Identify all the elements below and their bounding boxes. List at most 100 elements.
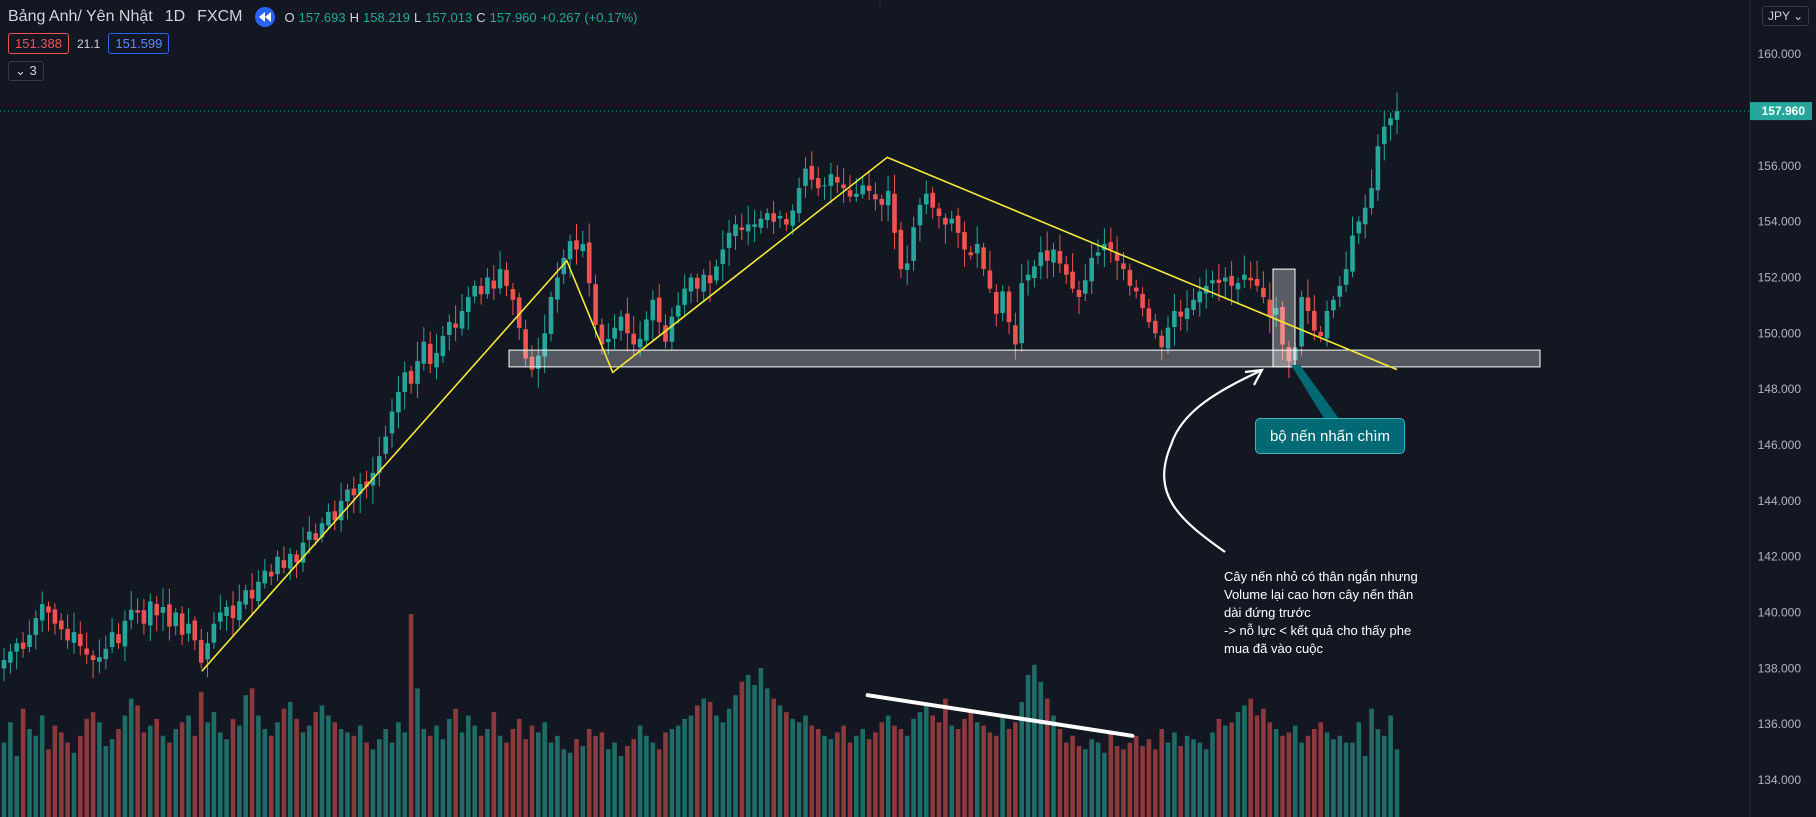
candle-body (338, 500, 344, 521)
candle-body (593, 284, 598, 325)
candle-body (205, 643, 210, 660)
candle-body (1273, 308, 1279, 315)
candle-body (97, 657, 102, 662)
volume-bar (402, 732, 407, 817)
price-axis[interactable]: 134.000 136.000 138.000 140.000 142.000 144.0… (1749, 0, 1812, 817)
candle-body (122, 620, 128, 647)
volume-bar (637, 725, 643, 817)
currency-button[interactable]: JPY ⌄ (1762, 6, 1810, 26)
candle-body (294, 554, 299, 563)
indicators-toggle[interactable]: ⌄ 3 (8, 61, 44, 81)
candle-body (224, 607, 229, 616)
symbol-name[interactable]: Bảng Anh/ Yên Nhật (8, 8, 153, 25)
volume-bar (237, 725, 242, 817)
candle-body (485, 277, 490, 295)
candle-body (186, 623, 191, 634)
volume-bar (1388, 715, 1393, 817)
volume-bar (822, 735, 827, 817)
volume-trendline (865, 693, 1135, 738)
candle-body (275, 556, 280, 575)
volume-bar (924, 705, 929, 817)
volume-bar (1102, 752, 1107, 817)
candle-body (1070, 271, 1075, 289)
low-value: 157.013 (425, 9, 473, 25)
volume-bar (1254, 715, 1260, 817)
volume-bar (1133, 735, 1139, 817)
y-tick-label: 160.000 (1758, 47, 1802, 61)
volume-bar (1095, 742, 1101, 817)
candle-body (1025, 274, 1031, 281)
candle-body (796, 188, 802, 214)
volume-bar (879, 722, 885, 817)
volume-bar (1178, 746, 1183, 817)
candle-body (1369, 188, 1374, 209)
candle-body (885, 190, 891, 206)
volume-bar (243, 695, 248, 817)
volume-bar (421, 729, 427, 817)
volume-bar (809, 725, 815, 817)
volume-bar (59, 732, 64, 817)
volume-bar (739, 681, 745, 817)
volume-bar (1299, 742, 1304, 817)
candle-body (1223, 277, 1228, 282)
volume-bar (892, 725, 897, 817)
arrow-curve (1163, 369, 1263, 553)
volume-bar (224, 739, 229, 817)
candle-body (364, 481, 369, 487)
high-label: H (349, 9, 360, 25)
candle-body (27, 634, 32, 647)
candle-body (78, 634, 83, 647)
volume-bar (860, 729, 865, 817)
volume-bar (218, 732, 223, 817)
volume-bar (898, 729, 904, 817)
candle-body (574, 240, 579, 250)
candle-body (1178, 311, 1183, 317)
buy-button[interactable]: 151.599 (108, 33, 170, 54)
volume-bar (1394, 749, 1400, 817)
volume-bar (752, 685, 757, 817)
volume-bar (415, 688, 420, 817)
y-tick-label: 144.000 (1758, 494, 1802, 508)
volume-bar (27, 729, 32, 817)
candle-body (39, 604, 45, 621)
y-tick-label: 136.000 (1758, 717, 1802, 731)
volume-bar (1292, 725, 1298, 817)
volume-bar (682, 718, 687, 817)
candle-body (555, 277, 560, 300)
ohlc-values: O 157.693 H 158.219 L 157.013 C 157.960 +0.2… (285, 10, 638, 25)
candle-body (936, 208, 942, 216)
close-label: C (476, 9, 486, 25)
candle-body (46, 606, 51, 613)
candle-body (828, 174, 834, 186)
candle-body (1, 660, 7, 669)
candle-body (695, 277, 700, 289)
volume-bar (930, 715, 935, 817)
candle-body (637, 338, 643, 348)
candle-body (904, 263, 910, 270)
replay-icon[interactable] (254, 7, 275, 27)
candle-body (377, 456, 382, 473)
candle-body (440, 336, 446, 357)
candle-body (968, 252, 974, 256)
sell-button[interactable]: 151.388 (8, 33, 69, 54)
volume-bar (625, 746, 630, 817)
volume-bar (1159, 729, 1164, 817)
volume-bar (434, 725, 439, 817)
timeframe[interactable]: 1D (164, 8, 186, 25)
candle-body (701, 274, 706, 292)
volume-bar (955, 729, 961, 817)
y-tick-label: 138.000 (1758, 661, 1802, 675)
volume-bar (854, 735, 859, 817)
volume-bar (497, 735, 503, 817)
volume-bar (904, 735, 910, 817)
candle-body (345, 489, 350, 502)
volume-bar (109, 739, 115, 817)
candle-body (447, 322, 452, 335)
candle-body (1133, 287, 1139, 292)
candle-body (1261, 287, 1266, 298)
volume-bar (377, 739, 382, 817)
volume-bar (192, 735, 198, 817)
candle-body (415, 361, 420, 384)
